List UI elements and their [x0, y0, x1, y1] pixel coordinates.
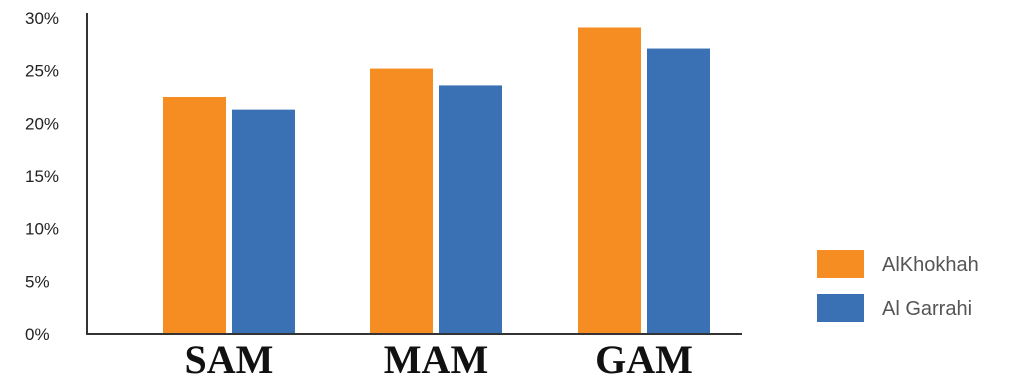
- bar-alkhokhah-gam: [578, 27, 641, 334]
- bar-alkhokhah-sam: [163, 97, 226, 334]
- category-labels: SAM MAM GAM: [185, 337, 693, 376]
- y-tick-label: 15%: [25, 167, 59, 186]
- legend: AlKhokhah Al Garrahi: [817, 250, 979, 322]
- bar-al-garrahi-mam: [439, 85, 502, 334]
- y-tick-label: 10%: [25, 220, 59, 239]
- category-label: GAM: [595, 337, 693, 376]
- category-label: MAM: [384, 337, 488, 376]
- y-tick-label: 5%: [25, 272, 50, 291]
- y-tick-label: 0%: [25, 325, 50, 344]
- y-tick-label: 30%: [25, 9, 59, 28]
- bar-al-garrahi-sam: [232, 109, 295, 334]
- legend-label: AlKhokhah: [882, 254, 979, 276]
- y-axis-ticks: 0% 5% 10% 15% 20% 25% 30%: [25, 9, 59, 344]
- legend-swatch: [817, 294, 864, 322]
- category-label: SAM: [185, 337, 274, 376]
- bar-al-garrahi-gam: [647, 48, 710, 335]
- y-tick-label: 25%: [25, 62, 59, 81]
- bars: [163, 27, 710, 335]
- y-tick-label: 20%: [25, 114, 59, 133]
- legend-label: Al Garrahi: [882, 298, 972, 320]
- legend-swatch: [817, 250, 864, 278]
- bar-alkhokhah-mam: [370, 68, 433, 334]
